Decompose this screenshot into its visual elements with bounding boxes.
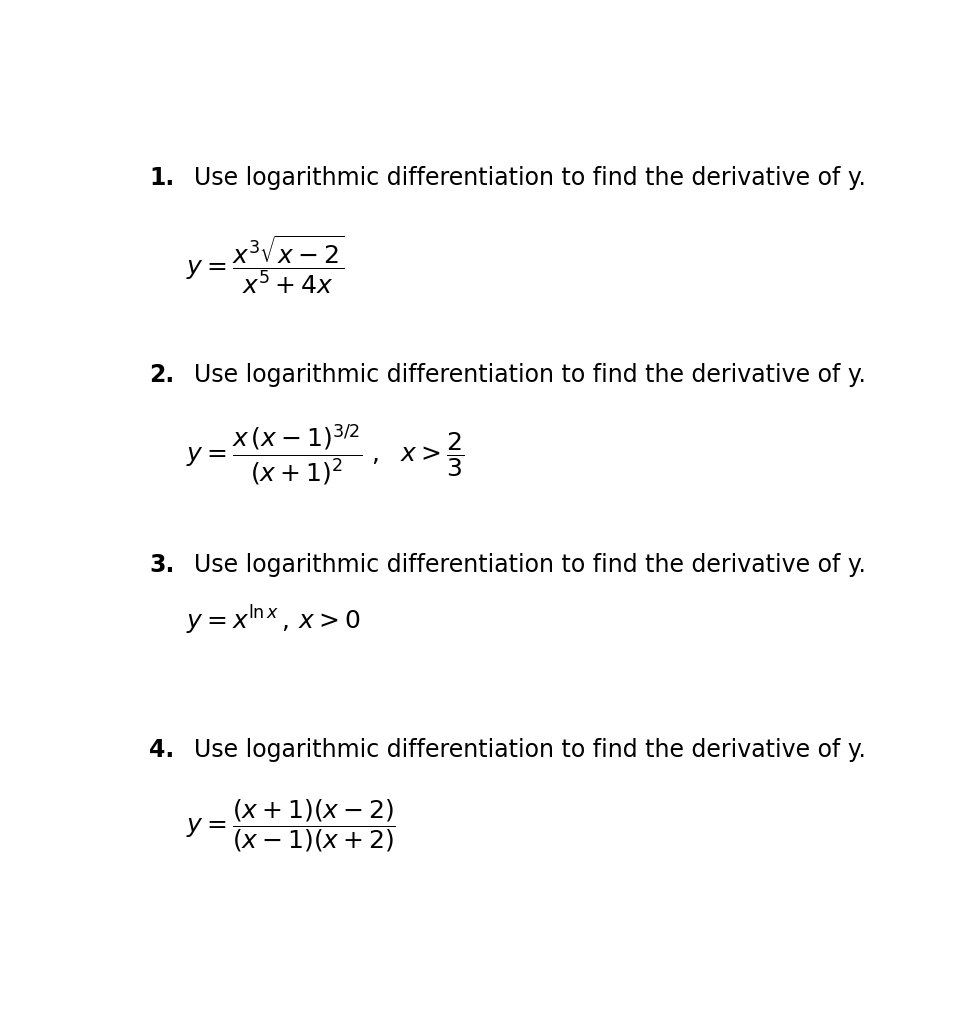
Text: $y = \dfrac{x^{3}\sqrt{x-2}}{x^{5}+4x}$: $y = \dfrac{x^{3}\sqrt{x-2}}{x^{5}+4x}$ bbox=[187, 233, 345, 296]
Text: Use logarithmic differentiation to find the derivative of y.: Use logarithmic differentiation to find … bbox=[179, 738, 866, 762]
Text: Use logarithmic differentiation to find the derivative of y.: Use logarithmic differentiation to find … bbox=[179, 364, 866, 387]
Text: 1.: 1. bbox=[149, 166, 174, 190]
Text: 2.: 2. bbox=[149, 364, 174, 387]
Text: Use logarithmic differentiation to find the derivative of y.: Use logarithmic differentiation to find … bbox=[179, 166, 866, 190]
Text: $y = \dfrac{x\,(x-1)^{3/2}}{(x+1)^{2}}\ ,\ \ x > \dfrac{2}{3}$: $y = \dfrac{x\,(x-1)^{3/2}}{(x+1)^{2}}\ … bbox=[187, 423, 464, 487]
Text: $y = x^{\ln x}\,,\,x > 0$: $y = x^{\ln x}\,,\,x > 0$ bbox=[187, 604, 361, 637]
Text: 4.: 4. bbox=[149, 738, 174, 762]
Text: $y = \dfrac{(x+1)(x-2)}{(x-1)(x+2)}$: $y = \dfrac{(x+1)(x-2)}{(x-1)(x+2)}$ bbox=[187, 797, 396, 854]
Text: 3.: 3. bbox=[149, 553, 175, 577]
Text: Use logarithmic differentiation to find the derivative of y.: Use logarithmic differentiation to find … bbox=[179, 553, 866, 577]
